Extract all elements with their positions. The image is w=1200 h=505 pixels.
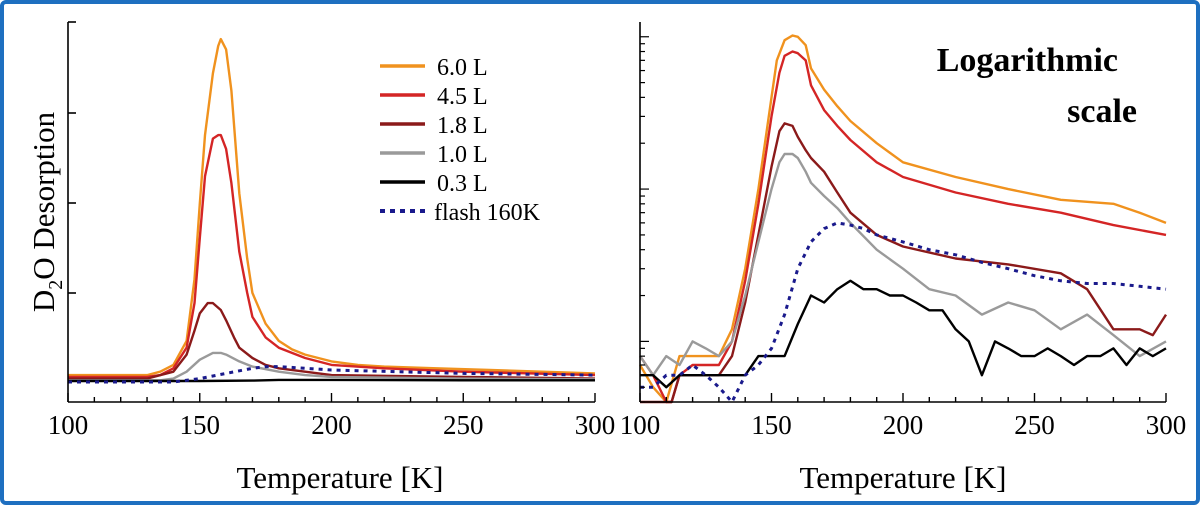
left-series-0-3-l xyxy=(68,378,595,383)
left-series-4-5-l xyxy=(68,133,596,379)
legend-label-0-3-l: 0.3 L xyxy=(437,171,488,197)
right-series-1-8-l xyxy=(640,122,1168,404)
left-series-group xyxy=(68,37,596,384)
left-series-flash-160k xyxy=(68,365,596,384)
left-series-1-0-l xyxy=(68,351,596,382)
left-x-axis-title: Temperature [K] xyxy=(237,460,444,495)
right-x-ticks: 100 150 200 250 300 xyxy=(620,393,1187,440)
right-series-group xyxy=(638,34,1168,404)
left-series-6-0-l xyxy=(68,37,596,377)
left-ylabel-rest: O Desorption xyxy=(26,111,61,279)
right-x-tick-label: 200 xyxy=(883,410,924,440)
right-series-1-0-l xyxy=(639,152,1167,377)
right-series-6-0-l xyxy=(638,34,1167,404)
right-x-tick-label: 250 xyxy=(1014,410,1055,440)
legend-label-1-0-l: 1.0 L xyxy=(437,142,488,168)
legend: 6.0 L 4.5 L 1.8 L 1.0 L 0.3 L flash 160K xyxy=(380,55,541,226)
legend-label-flash-160k: flash 160K xyxy=(434,200,541,226)
right-series-4-5-l xyxy=(639,50,1167,404)
legend-label-6-0-l: 6.0 L xyxy=(437,55,488,81)
right-x-axis-title: Temperature [K] xyxy=(800,460,1007,495)
left-x-tick-label: 250 xyxy=(443,410,484,440)
left-x-tick-label: 300 xyxy=(575,410,616,440)
left-x-tick-label: 100 xyxy=(48,410,89,440)
right-y-ticks xyxy=(640,36,649,403)
right-series-0-3-l xyxy=(640,279,1167,389)
log-scale-annotation-line1: Logarithmic xyxy=(937,42,1118,79)
right-x-tick-label: 100 xyxy=(620,410,661,440)
left-chart: 100 150 200 250 300 Temperature [K] D2O Deso… xyxy=(26,21,616,495)
log-scale-annotation-line2: scale xyxy=(1067,93,1137,130)
right-series-flash-160k xyxy=(640,221,1167,404)
left-ylabel-main: D xyxy=(26,290,61,312)
legend-label-4-5-l: 4.5 L xyxy=(437,84,488,110)
left-ylabel-sub: 2 xyxy=(45,280,67,290)
left-series-1-8-l xyxy=(68,301,596,380)
legend-label-1-8-l: 1.8 L xyxy=(437,113,488,139)
right-x-tick-label: 150 xyxy=(751,410,792,440)
left-x-tick-label: 150 xyxy=(180,410,221,440)
right-chart: 100 150 200 250 300 Temperature [K] Logarith… xyxy=(620,22,1187,495)
left-x-tick-label: 200 xyxy=(311,410,352,440)
left-y-axis-title: D2O Desorption xyxy=(26,111,67,312)
left-x-ticks: 100 150 200 250 300 xyxy=(48,393,616,440)
right-x-tick-label: 300 xyxy=(1146,410,1187,440)
